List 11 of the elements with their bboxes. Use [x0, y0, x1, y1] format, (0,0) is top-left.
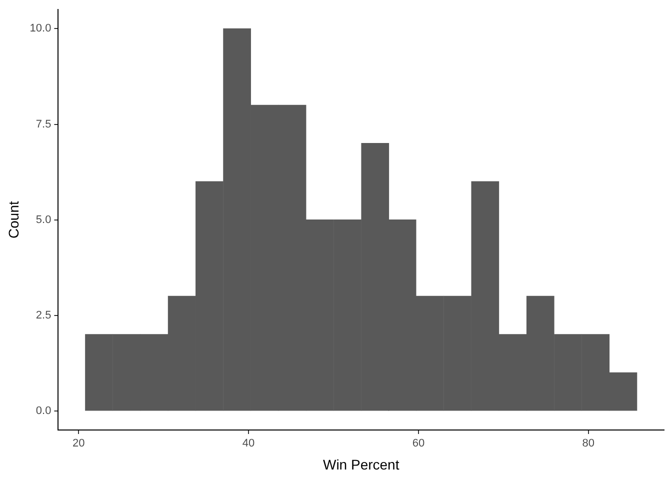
y-tick-label: 10.0 — [30, 22, 52, 35]
x-tick-label: 80 — [582, 438, 595, 450]
x-tick-label: 20 — [72, 438, 85, 450]
x-axis-title: Win Percent — [322, 456, 400, 472]
y-tick-label: 7.5 — [36, 118, 52, 130]
y-tick-label: 2.5 — [36, 309, 52, 322]
y-tick-label: 5.0 — [36, 214, 52, 226]
y-axis-title: Count — [5, 201, 22, 238]
y-tick-label: 0.0 — [36, 404, 52, 417]
x-tick-label: 60 — [412, 438, 425, 450]
x-tick-label: 40 — [242, 438, 255, 450]
